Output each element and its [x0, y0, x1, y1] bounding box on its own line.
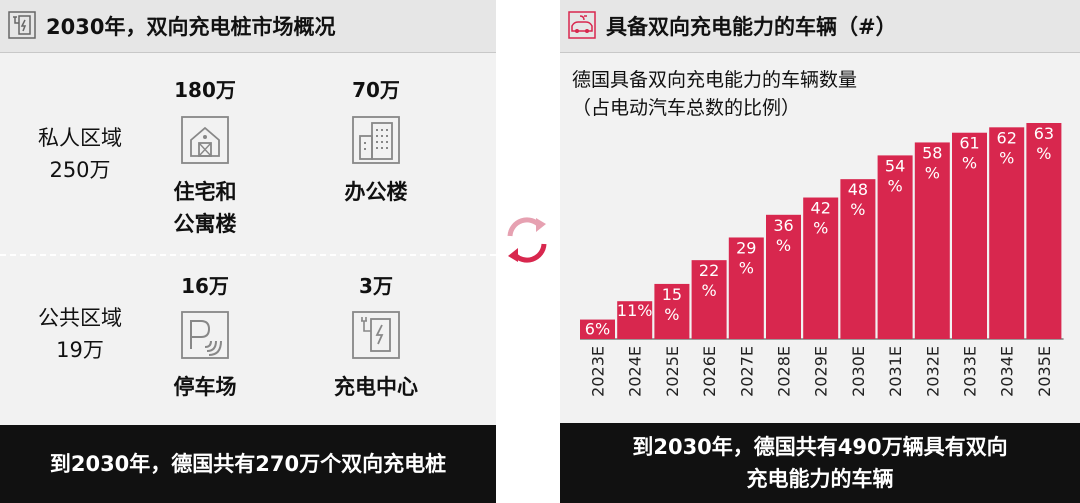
left-title: 2030年，双向充电桩市场概况 [46, 15, 336, 39]
charging-center-label: 充电中心 [334, 375, 418, 399]
right-footer-line1: 到2030年，德国共有490万辆具有双向 [632, 435, 1008, 459]
chart-unit-note: （占电动汽车总数的比例） [572, 97, 801, 119]
vehicles-panel: 6% 2023E 11% 2024E 15% 2025E 22% 2026E 29% 2027E 3… [560, 0, 1080, 503]
bar-2028E [766, 214, 801, 339]
private-zone-name: 私人区域 [38, 126, 122, 150]
chart-title: 德国具备双向充电能力的车辆数量 [572, 69, 858, 91]
bar-2032E [914, 142, 950, 339]
bar-value-label: 11% [617, 301, 653, 320]
bar-value-label: 15% [662, 285, 682, 324]
bar-2027E [728, 237, 764, 339]
cycle-arrows-icon [507, 217, 547, 263]
bar-2025E [654, 283, 690, 339]
charging-station-icon [8, 11, 36, 39]
office-building-icon [352, 116, 400, 164]
public-zone-label: 公共区域 19万 [0, 302, 160, 366]
parking-icon [181, 311, 229, 359]
left-footer: 到2030年，德国共有270万个双向充电桩 [0, 425, 496, 503]
bar-2034E [989, 127, 1025, 339]
private-zone-label: 私人区域 250万 [0, 122, 160, 186]
private-zone-total: 250万 [49, 158, 111, 182]
parking-label: 停车场 [173, 375, 237, 399]
x-tick-label: 2030E [849, 346, 868, 397]
residential-label-line2: 公寓楼 [173, 212, 237, 236]
bar-2026E [691, 260, 727, 339]
x-tick-label: 2032E [923, 346, 942, 397]
right-footer: 到2030年，德国共有490万辆具有双向 充电能力的车辆 [560, 423, 1080, 503]
charging-station-icon [352, 311, 400, 359]
x-tick-label: 2033E [961, 346, 980, 397]
bar-value-label: 58% [922, 143, 942, 182]
bar-value-label: 29% [736, 238, 756, 277]
public-zone-total: 19万 [56, 338, 104, 362]
bar-2031E [877, 155, 913, 339]
x-tick-label: 2031E [886, 346, 905, 397]
bar-value-label: 6% [585, 320, 610, 339]
bar-2024E [617, 301, 653, 339]
vehicle-share-chart: 6% 2023E 11% 2024E 15 % 2025E 22 % 2026E 29 % 2027E 3… [580, 123, 1064, 397]
x-tick-label: 2027E [737, 346, 756, 397]
bar-2029E [803, 197, 839, 339]
bar-2023E [580, 319, 615, 339]
right-title: 具备双向充电能力的车辆（#） [606, 15, 897, 39]
residential-count: 180万 [174, 78, 236, 102]
x-tick-label: 2034E [998, 346, 1017, 397]
office-label: 办公楼 [344, 180, 408, 204]
x-tick-label: 2035E [1035, 346, 1054, 397]
bar-2035E [1026, 123, 1062, 339]
right-header: 具备双向充电能力的车辆（#） [560, 0, 1080, 53]
x-tick-label: 2024E [626, 346, 645, 397]
bar-value-label: 63% [1034, 124, 1054, 163]
right-footer-line2: 充电能力的车辆 [746, 467, 894, 491]
market-overview-panel: 2030年，双向充电桩市场概况 私人区域 250万 180万 住宅和 公寓楼 7… [0, 0, 496, 503]
residential-label-line1: 住宅和 [173, 180, 237, 204]
x-tick-label: 2023E [589, 346, 608, 397]
charging-center-count: 3万 [359, 274, 393, 298]
x-tick-label: 2029E [812, 346, 831, 397]
bar-value-label: 54% [885, 156, 905, 195]
house-icon [181, 116, 229, 164]
electric-car-icon [568, 11, 596, 39]
bar-value-label: 42% [811, 199, 831, 238]
bar-value-label: 61% [959, 134, 979, 173]
public-zone-name: 公共区域 [38, 306, 122, 330]
bar-value-label: 36% [773, 216, 793, 255]
x-tick-label: 2028E [775, 346, 794, 397]
bar-2030E [840, 179, 876, 339]
left-header: 2030年，双向充电桩市场概况 [0, 0, 496, 53]
bar-value-label: 22% [699, 261, 719, 300]
office-count: 70万 [352, 78, 400, 102]
bar-value-label: 62% [997, 128, 1017, 167]
parking-count: 16万 [181, 274, 229, 298]
residential-label: 住宅和 公寓楼 [135, 176, 275, 240]
bar-2033E [952, 132, 987, 339]
x-tick-label: 2025E [663, 346, 682, 397]
zone-divider [0, 254, 496, 256]
x-tick-label: 2026E [700, 346, 719, 397]
bar-value-label: 48% [848, 180, 868, 219]
chart-subtitle: 德国具备双向充电能力的车辆数量 （占电动汽车总数的比例） [572, 66, 857, 122]
